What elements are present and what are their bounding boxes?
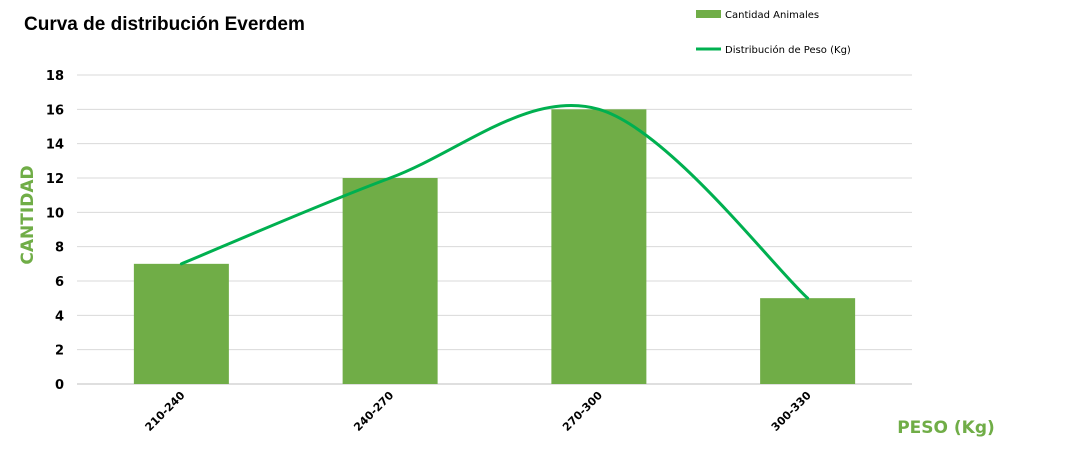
x-tick-label: 210-240	[143, 389, 188, 434]
distribution-line-path	[179, 103, 810, 300]
y-tick-label: 14	[46, 138, 64, 153]
bars	[133, 109, 856, 384]
x-tick-label: 270-300	[560, 389, 605, 434]
y-axis-title: CANTIDAD	[18, 165, 38, 264]
x-axis-title: PESO (Kg)	[897, 418, 995, 438]
y-tick-label: 4	[55, 309, 64, 324]
chart-title: Curva de distribución Everdem	[24, 14, 305, 35]
y-tick-label: 0	[55, 378, 64, 393]
x-tick-label: 300-330	[769, 389, 814, 434]
bar	[342, 178, 438, 384]
y-tick-label: 10	[46, 206, 64, 221]
bar	[551, 109, 647, 384]
y-tick-label: 18	[46, 69, 64, 84]
y-tick-label: 2	[55, 344, 64, 359]
bar	[133, 263, 229, 384]
x-tick-labels: 210-240 240-270 270-300 300-330	[143, 389, 814, 434]
legend-swatch-bar	[696, 10, 721, 18]
y-tick-label: 16	[46, 103, 64, 118]
y-tick-labels: 0 2 4 6 8 10 12 14 16 18	[46, 69, 64, 393]
legend-label-line: Distribución de Peso (Kg)	[725, 44, 851, 56]
y-tick-label: 12	[46, 172, 64, 187]
legend: Cantidad Animales Distribución de Peso (K…	[696, 10, 851, 56]
y-tick-label: 6	[55, 275, 64, 290]
x-tick-label: 240-270	[351, 389, 396, 434]
distribution-line	[179, 103, 810, 300]
legend-label-bar: Cantidad Animales	[725, 10, 819, 21]
bar	[760, 298, 856, 384]
y-tick-label: 8	[55, 241, 64, 256]
